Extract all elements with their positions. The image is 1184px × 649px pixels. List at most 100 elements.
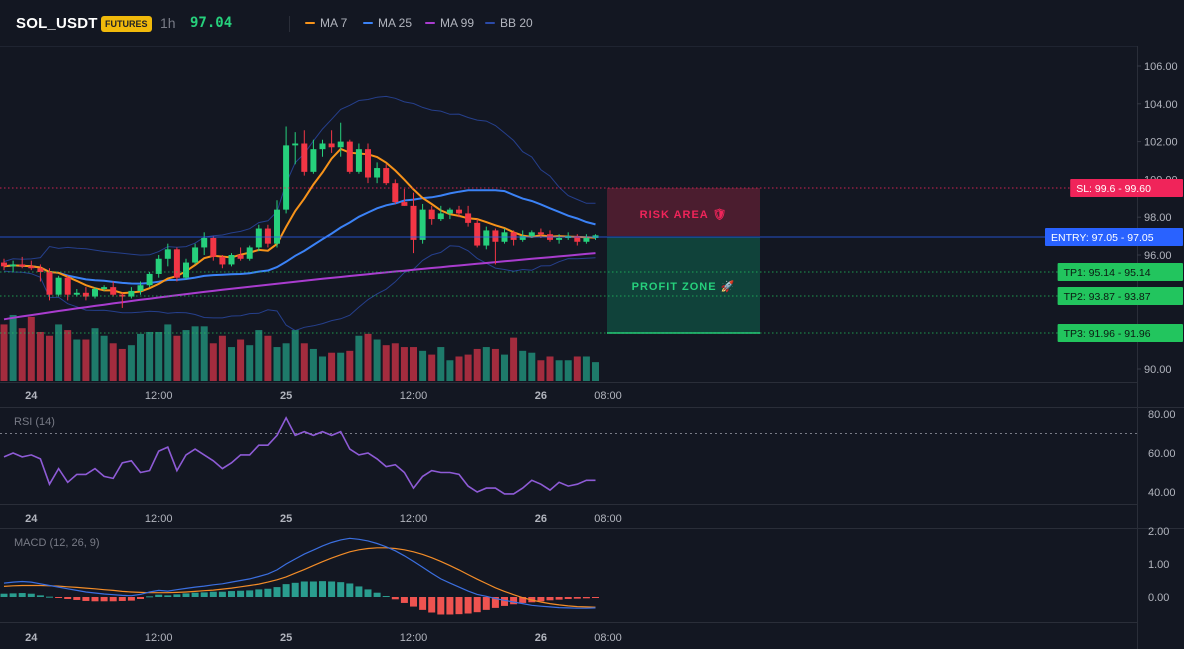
time-axis-label: 25 [280,513,292,525]
candle-body [128,290,135,297]
candle-body [173,249,180,278]
macd-histogram-bar [64,597,72,599]
macd-histogram-bar [400,597,408,603]
volume-bar [228,347,235,381]
symbol-name[interactable]: SOL_USDT [16,15,98,32]
time-axis-label: 26 [535,390,547,402]
legend-ma25[interactable]: MA 25 [363,16,412,30]
macd-histogram-bar [582,597,590,599]
candle-body [82,292,89,297]
volume-bar [501,354,508,381]
bb20-label: BB 20 [500,16,533,30]
time-axis-label: 26 [535,632,547,644]
level-tag-label-sl: SL: 99.6 - 99.60 [1076,183,1151,195]
volume-bar [264,335,272,381]
candle-body [456,209,462,214]
volume-bar [546,356,554,381]
macd-title: MACD (12, 26, 9) [14,537,100,549]
candle-body [201,237,208,248]
volume-bar [55,324,63,381]
macd-histogram-bar [237,590,245,597]
volume-bar [410,347,417,381]
candle-body [556,237,563,240]
macd-histogram-bar [446,597,454,615]
candle-body [137,285,144,291]
candle-body [155,258,162,274]
candle-body [73,292,80,295]
volume-bar [319,356,326,381]
macd-histogram-bar [309,581,317,597]
time-axis-label: 12:00 [400,513,428,525]
volume-bar [9,315,17,381]
macd-histogram-bar [82,597,90,601]
volume-bar [464,354,472,381]
time-axis-label: 24 [25,632,38,644]
candle-body [110,287,117,295]
time-axis-label: 24 [25,390,38,402]
volume-bar [382,345,390,381]
legend-ma99[interactable]: MA 99 [425,16,474,30]
rsi-line [3,416,596,495]
macd-histogram-bar [419,597,427,610]
volume-bar [282,343,290,381]
macd-histogram-bar [428,597,436,613]
macd-histogram-bar [282,584,290,597]
volume-bar [582,356,590,381]
candle-body [1,262,7,267]
volume-bar [155,331,163,381]
macd-tick-label: 2.00 [1148,526,1169,538]
macd-histogram-bar [564,597,572,599]
volume-bar [437,347,445,381]
time-axis-label: 26 [535,513,547,525]
volume-bar [473,348,481,381]
candle-body [119,294,126,297]
macd-line [3,537,596,609]
volume-bar [237,339,245,381]
candle-body [10,264,17,267]
interval-label[interactable]: 1h [160,15,176,31]
macd-histogram-bar [546,597,554,601]
volume-bar [555,360,563,381]
time-axis-label: 25 [280,632,292,644]
time-axis-label: 12:00 [145,513,173,525]
level-tag-tp1 [1057,263,1183,281]
macd-histogram-bar [355,586,363,597]
volume-bar [255,330,263,381]
candle-body [483,230,490,246]
ma7-label: MA 7 [320,16,348,30]
volume-bar [82,339,90,381]
last-price: 97.04 [190,15,233,31]
volume-bar [537,360,545,381]
volume-bar [109,343,117,381]
macd-histogram-bar [255,589,263,597]
macd-histogram-bar [155,594,163,597]
volume-bar [127,345,135,381]
volume-bar [209,343,217,381]
candle-body [401,202,408,206]
candle-body [64,277,71,295]
macd-histogram-bar [91,597,99,602]
candle-body [437,213,444,220]
legend-ma7[interactable]: MA 7 [305,16,347,30]
volume-bar [146,331,154,381]
price-tick-label: 98.00 [1144,212,1172,224]
candle-body [146,273,153,286]
candle-body [292,143,299,146]
macd-histogram-bar [592,597,599,598]
profit-zone [607,237,760,333]
volume-bar [346,350,354,381]
volume-bar [27,316,35,381]
level-tag-tp2 [1057,287,1183,305]
volume-bar [118,348,126,381]
candle-body [528,232,535,237]
price-tick-label: 96.00 [1144,250,1172,262]
candle-body [346,141,353,172]
ma7-swatch [305,22,315,24]
candle-body [264,228,271,244]
legend-bb20[interactable]: BB 20 [485,16,533,30]
candle-body [337,141,344,148]
volume-bar [200,326,208,381]
candle-body [383,168,390,184]
